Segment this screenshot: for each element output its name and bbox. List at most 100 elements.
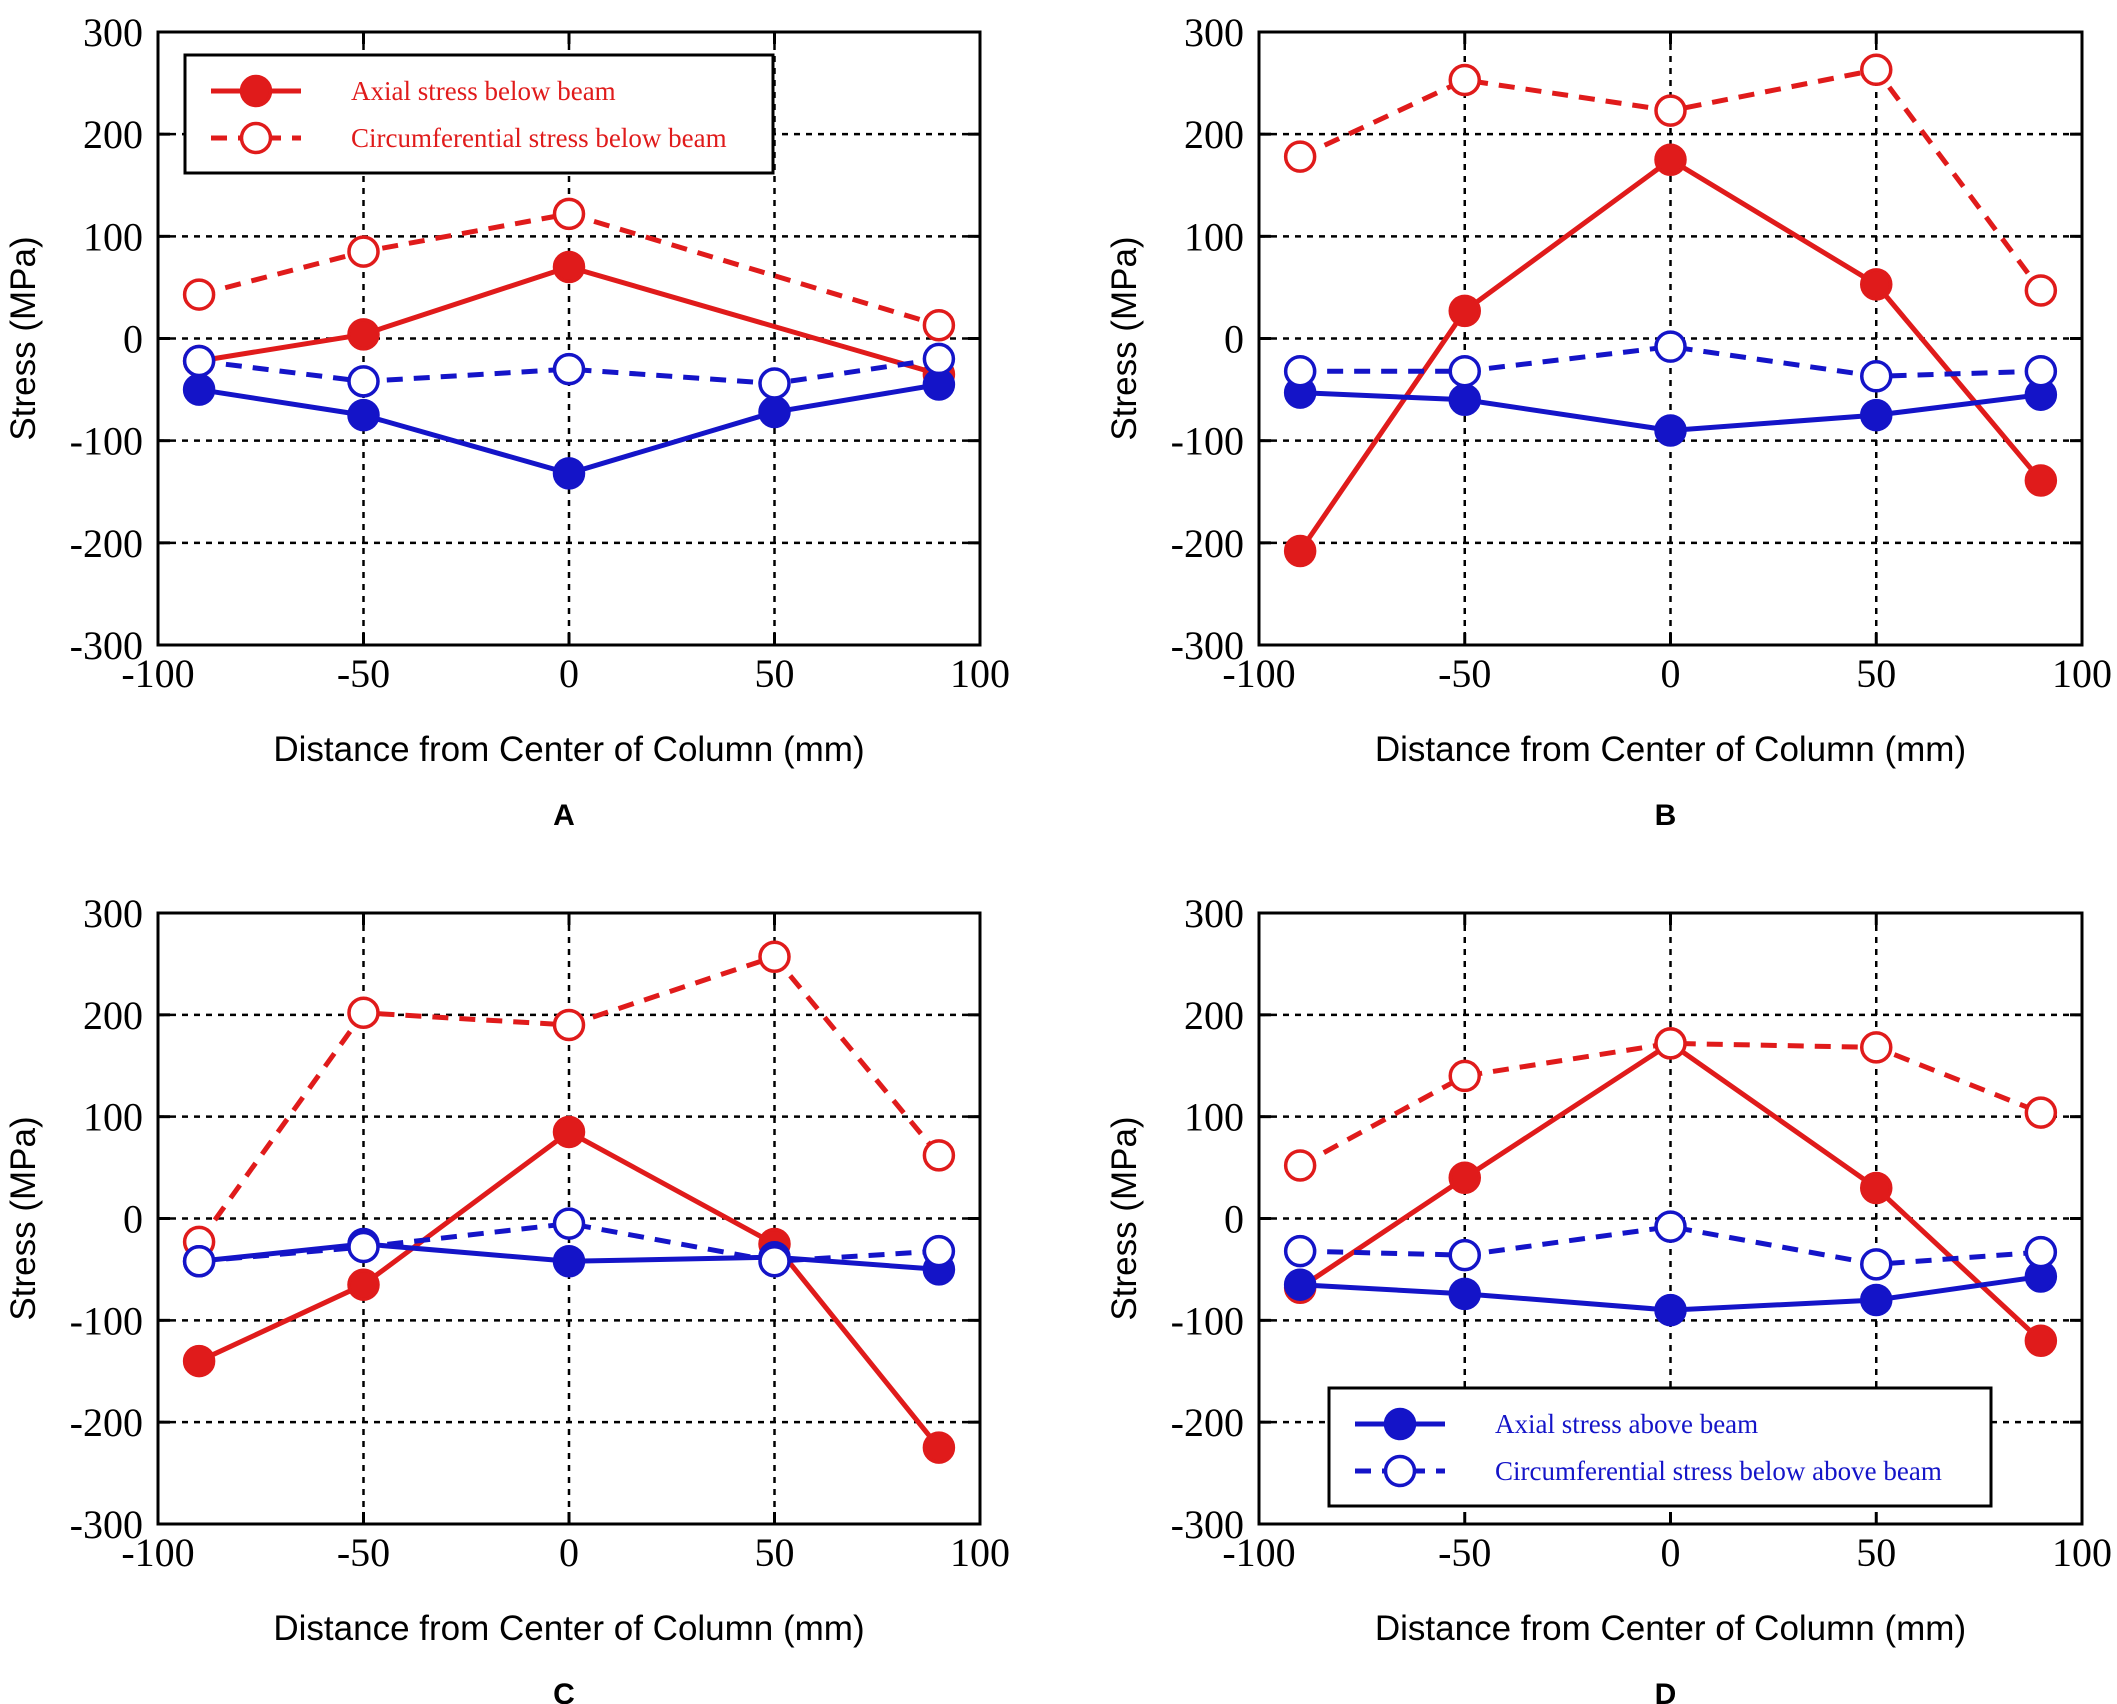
y-tick-label: 200: [83, 112, 143, 157]
data-point: [758, 940, 791, 974]
y-tick-label: 100: [83, 214, 143, 259]
x-axis-label: Distance from Center of Column (mm): [273, 730, 864, 769]
x-tick-label: 50: [1856, 651, 1896, 696]
x-tick-label: -100: [121, 651, 194, 696]
data-point: [1654, 330, 1687, 363]
data-point: [1654, 94, 1687, 127]
y-tick-label: 0: [123, 317, 143, 362]
data-point: [552, 250, 586, 284]
series-1-dashed: [182, 197, 956, 342]
series-3-dashed: [1283, 1210, 2058, 1281]
series-2-solid: [182, 368, 956, 490]
data-point: [2024, 464, 2058, 497]
data-point: [347, 1230, 380, 1264]
data-point: [2024, 1096, 2058, 1129]
data-point: [552, 352, 586, 386]
series-line: [198, 211, 940, 328]
legend-swatch-marker: [1383, 1454, 1417, 1488]
y-tick-label: 200: [83, 993, 143, 1038]
data-point: [552, 1207, 586, 1240]
data-point: [2024, 274, 2058, 307]
series-0-solid: [1283, 143, 2058, 568]
series-3-dashed: [182, 1207, 956, 1278]
data-point: [182, 344, 216, 378]
y-axis-label: Stress (MPa): [1105, 236, 1144, 440]
x-tick-label: 100: [950, 1530, 1010, 1575]
data-point: [922, 1431, 956, 1464]
x-axis-label: Distance from Center of Column (mm): [1375, 730, 1966, 769]
data-point: [347, 318, 380, 351]
y-tick-label: 0: [1224, 317, 1244, 362]
x-tick-label: 0: [1661, 651, 1681, 696]
y-tick-label: -100: [1171, 1298, 1244, 1343]
data-point: [1654, 1027, 1687, 1060]
data-point: [1448, 383, 1481, 417]
series-1-dashed: [1283, 53, 2058, 307]
data-point: [1448, 1059, 1481, 1093]
data-point: [182, 373, 216, 406]
gridlines: [158, 32, 980, 645]
series-line: [1298, 1040, 2042, 1168]
data-point: [182, 278, 216, 311]
data-point: [1860, 1031, 1893, 1064]
series-line: [198, 264, 940, 377]
data-point: [1448, 1161, 1481, 1195]
y-tick-label: -300: [70, 623, 143, 668]
y-tick-label: 100: [1184, 214, 1244, 259]
x-tick-label: 0: [1661, 1530, 1681, 1575]
data-point: [1860, 268, 1893, 301]
data-point: [922, 1139, 956, 1172]
data-point: [922, 342, 956, 376]
data-point: [1654, 143, 1687, 176]
series-line: [198, 356, 940, 386]
legend-swatch-marker: [239, 121, 273, 155]
x-tick-label: -50: [1438, 1530, 1491, 1575]
data-point: [347, 398, 380, 432]
series-0-solid: [182, 1115, 956, 1464]
data-point: [1283, 354, 1317, 388]
data-point: [922, 1234, 956, 1268]
series-2-solid: [1283, 376, 2058, 447]
panel-label: C: [553, 1678, 575, 1704]
y-tick-label: -100: [1171, 419, 1244, 464]
y-tick-label: 0: [1224, 1197, 1244, 1242]
data-point: [552, 1115, 586, 1149]
x-tick-label: -50: [1438, 651, 1491, 696]
data-point: [1283, 1268, 1317, 1301]
legend-entry-label: Circumferential stress below above beam: [1495, 1456, 1942, 1486]
data-point: [1860, 1283, 1893, 1317]
x-tick-label: 100: [2052, 651, 2112, 696]
data-point: [758, 1245, 791, 1278]
legend-swatch-marker: [1383, 1407, 1417, 1441]
data-point: [1860, 360, 1893, 393]
data-point: [182, 1245, 216, 1278]
data-point: [2024, 354, 2058, 388]
data-point: [1448, 1277, 1481, 1311]
series-3-dashed: [1283, 330, 2058, 393]
y-tick-label: -100: [70, 419, 143, 464]
y-tick-label: 200: [1184, 993, 1244, 1038]
data-point: [552, 457, 586, 490]
y-tick-label: 300: [1184, 10, 1244, 55]
data-point: [1654, 414, 1687, 447]
series-line: [1300, 1224, 2042, 1267]
y-axis-label: Stress (MPa): [4, 1116, 43, 1320]
y-tick-label: -200: [1171, 1400, 1244, 1445]
y-tick-label: 300: [83, 891, 143, 936]
x-tick-label: -100: [1222, 651, 1295, 696]
y-tick-label: -300: [70, 1502, 143, 1547]
data-point: [1448, 294, 1481, 328]
x-tick-label: 0: [559, 651, 579, 696]
series-line: [198, 1221, 940, 1264]
x-tick-label: -50: [337, 1530, 390, 1575]
data-point: [552, 1008, 586, 1042]
data-point: [1860, 398, 1893, 432]
legend-swatch-marker: [239, 74, 273, 108]
data-point: [1860, 53, 1893, 87]
legend-box: [1327, 1386, 1993, 1508]
data-point: [182, 1344, 216, 1378]
data-point: [1283, 534, 1317, 568]
x-tick-label: -50: [337, 651, 390, 696]
x-tick-label: 100: [2052, 1530, 2112, 1575]
